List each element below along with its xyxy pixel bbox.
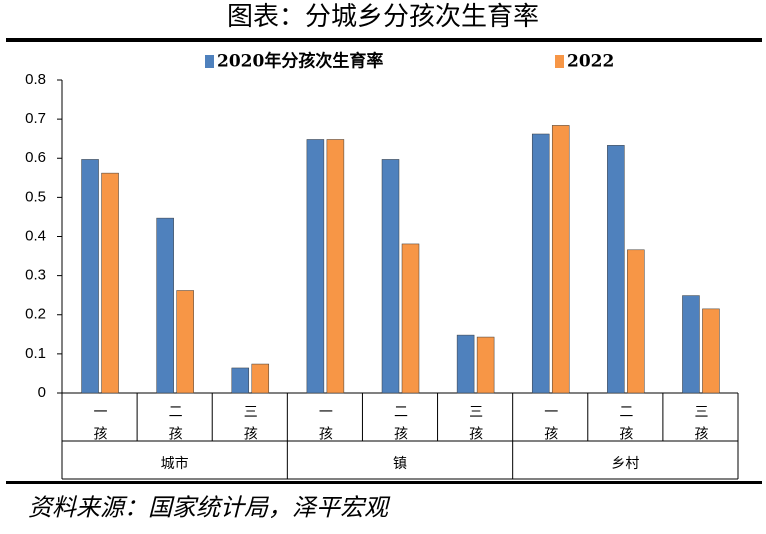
bar: [607, 145, 625, 394]
x-tick-label: 一孩: [542, 404, 558, 448]
bar: [101, 172, 119, 394]
bar: [81, 159, 99, 394]
x-tick-label: 二孩: [167, 404, 183, 448]
legend-swatch: [555, 55, 564, 68]
legend-label: 2022: [567, 52, 614, 72]
y-tick-label: 0.5: [25, 188, 46, 205]
group-label: 镇: [393, 456, 407, 472]
bar: [176, 290, 194, 394]
y-tick-label: 0.8: [25, 71, 46, 88]
bar: [381, 159, 400, 394]
bar: [251, 363, 270, 394]
source-note: 资料来源：国家统计局，泽平宏观: [28, 494, 391, 522]
x-tick-label: 三孩: [467, 404, 483, 448]
y-tick-label: 0.3: [25, 267, 46, 284]
y-tick-label: 0.2: [25, 306, 46, 323]
bar: [326, 139, 345, 394]
bar: [702, 308, 720, 394]
legend-label: 2020年分孩次生育率: [217, 51, 383, 72]
x-tick-label: 三孩: [692, 404, 708, 448]
bar: [231, 367, 250, 394]
bar: [531, 133, 550, 394]
y-tick-label: 0.1: [25, 345, 46, 362]
chart-title: 图表：分城乡分孩次生育率: [227, 2, 539, 32]
bar: [476, 336, 495, 394]
x-tick-label: 一孩: [92, 404, 108, 448]
y-tick-label: 0.7: [25, 110, 46, 127]
bottom-rule: [6, 481, 762, 484]
y-tick-label: 0: [38, 384, 46, 401]
bar: [627, 249, 645, 394]
group-label: 乡村: [611, 456, 639, 472]
x-tick-label: 三孩: [242, 404, 258, 448]
group-label: 城市: [161, 455, 189, 472]
x-tick-label: 一孩: [317, 404, 333, 448]
y-tick-label: 0.6: [25, 149, 46, 166]
top-rule: [6, 38, 762, 42]
bar: [551, 125, 570, 394]
bar: [682, 295, 700, 394]
bar: [401, 243, 420, 394]
y-tick-label: 0.4: [25, 227, 46, 244]
x-tick-label: 二孩: [392, 404, 408, 448]
legend-swatch: [205, 55, 214, 68]
bar: [156, 217, 174, 394]
bar: [306, 139, 325, 394]
x-tick-label: 二孩: [617, 404, 633, 448]
bar: [456, 334, 475, 394]
